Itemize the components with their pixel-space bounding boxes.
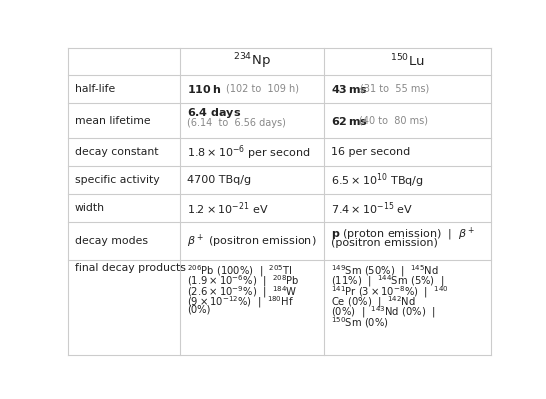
- Text: (0%): (0%): [187, 305, 210, 315]
- Text: $\mathbf{6.4\ days}$: $\mathbf{6.4\ days}$: [187, 106, 241, 120]
- Text: $1.8\times10^{-6}$ per second: $1.8\times10^{-6}$ per second: [187, 143, 310, 162]
- Text: (0%)  |  $^{143}$Nd (0%)  |: (0%) | $^{143}$Nd (0%) |: [331, 305, 435, 320]
- Text: (6.14  to  6.56 days): (6.14 to 6.56 days): [187, 118, 286, 128]
- Text: $\mathbf{p}$ (proton emission)  |  $\beta^+$: $\mathbf{p}$ (proton emission) | $\beta^…: [331, 225, 475, 243]
- Text: specific activity: specific activity: [75, 176, 159, 186]
- Text: decay modes: decay modes: [75, 236, 147, 246]
- Text: (31 to  55 ms): (31 to 55 ms): [360, 84, 430, 94]
- Text: $6.5\times10^{10}$ TBq/g: $6.5\times10^{10}$ TBq/g: [331, 171, 423, 190]
- Text: $(1.9\times10^{-6}$%)  |  $^{208}$Pb: $(1.9\times10^{-6}$%) | $^{208}$Pb: [187, 273, 299, 289]
- Text: half-life: half-life: [75, 84, 115, 94]
- Text: $^{234}$Np: $^{234}$Np: [233, 51, 271, 71]
- Text: Ce (0%)  |  $^{142}$Nd: Ce (0%) | $^{142}$Nd: [331, 294, 416, 310]
- Text: $(9\times10^{-12}$%)  |  $^{180}$Hf: $(9\times10^{-12}$%) | $^{180}$Hf: [187, 294, 294, 310]
- Text: 16 per second: 16 per second: [331, 147, 410, 157]
- Text: $^{150}$Sm (0%): $^{150}$Sm (0%): [331, 315, 389, 330]
- Text: final decay products: final decay products: [75, 263, 186, 273]
- Text: $^{206}$Pb (100%)  |  $^{205}$Tl: $^{206}$Pb (100%) | $^{205}$Tl: [187, 263, 292, 279]
- Text: $^{141}$Pr $(3\times10^{-8}$%)  |  $^{140}$: $^{141}$Pr $(3\times10^{-8}$%) | $^{140}…: [331, 284, 448, 300]
- Text: $\beta^+$ (positron emission): $\beta^+$ (positron emission): [187, 233, 316, 250]
- Text: $1.2\times10^{-21}$ eV: $1.2\times10^{-21}$ eV: [187, 200, 268, 217]
- Text: $(2.6\times10^{-9}$%)  |  $^{184}$W: $(2.6\times10^{-9}$%) | $^{184}$W: [187, 284, 297, 300]
- Text: mean lifetime: mean lifetime: [75, 116, 150, 126]
- Text: $^{149}$Sm (50%)  |  $^{145}$Nd: $^{149}$Sm (50%) | $^{145}$Nd: [331, 263, 438, 279]
- Text: 4700 TBq/g: 4700 TBq/g: [187, 176, 251, 186]
- Text: (11%)  |  $^{144}$Sm (5%)  |: (11%) | $^{144}$Sm (5%) |: [331, 273, 444, 289]
- Text: (positron emission): (positron emission): [331, 238, 437, 249]
- Text: $^{150}$Lu: $^{150}$Lu: [390, 53, 425, 70]
- Text: $\mathbf{43\,ms}$: $\mathbf{43\,ms}$: [331, 83, 367, 95]
- Text: (40 to  80 ms): (40 to 80 ms): [359, 116, 428, 126]
- Text: (102 to  109 h): (102 to 109 h): [225, 84, 299, 94]
- Text: decay constant: decay constant: [75, 147, 158, 157]
- Text: width: width: [75, 203, 105, 213]
- Text: $\mathbf{62\,ms}$: $\mathbf{62\,ms}$: [331, 115, 367, 126]
- Text: $7.4\times10^{-15}$ eV: $7.4\times10^{-15}$ eV: [331, 200, 413, 217]
- Text: $\mathbf{110\,h}$: $\mathbf{110\,h}$: [187, 83, 221, 95]
